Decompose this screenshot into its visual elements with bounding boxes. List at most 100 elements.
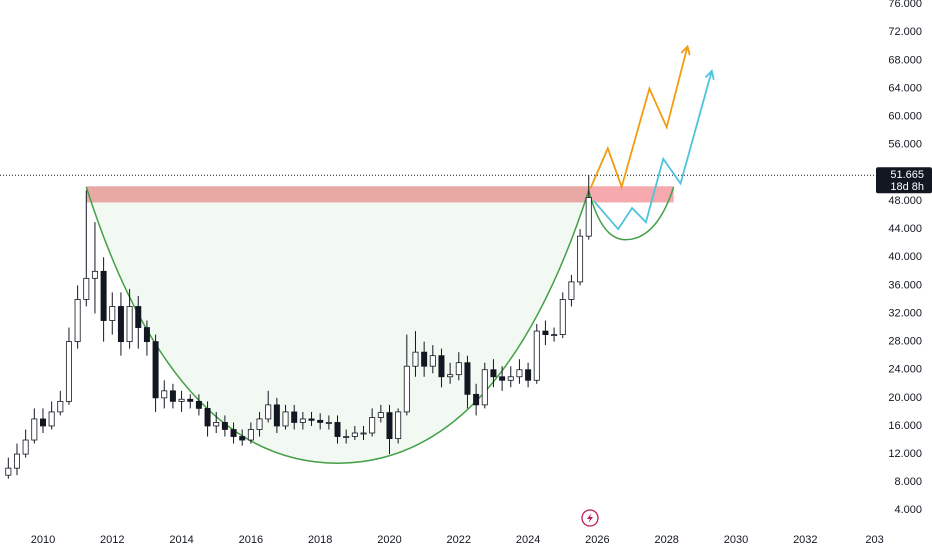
handle-curve (588, 186, 675, 241)
candle-body (386, 412, 393, 440)
candle-body (299, 418, 306, 423)
candle-body (369, 417, 376, 434)
x-tick-label: 2024 (516, 534, 540, 546)
arrowhead (680, 44, 691, 56)
candle-body (334, 422, 341, 437)
projection-path (593, 70, 713, 231)
x-tick-label: 2020 (377, 534, 401, 546)
candle-body (65, 341, 72, 402)
resistance-zone (86, 186, 674, 203)
candle-body (5, 467, 12, 476)
candle-body (429, 355, 436, 367)
candle-body (83, 277, 90, 300)
candle-body (13, 453, 20, 469)
candle-body (481, 369, 488, 406)
candle-body (247, 429, 254, 441)
y-tick-label: 8.000 (894, 476, 922, 488)
candle-body (239, 436, 246, 441)
candle-body (585, 197, 592, 237)
candle-body (152, 341, 159, 399)
x-tick-label: 2030 (724, 534, 748, 546)
candle-body (464, 362, 471, 395)
candle-body (282, 411, 289, 427)
candle-body (161, 390, 168, 399)
candle-body (516, 369, 523, 378)
candle-body (308, 418, 315, 421)
candle-body (377, 412, 384, 418)
price-label-box (876, 167, 932, 194)
candle-body (221, 422, 228, 430)
event-icon[interactable] (581, 509, 599, 527)
y-tick-label: 12.000 (888, 448, 922, 460)
y-tick-label: 28.000 (888, 336, 922, 348)
candle-body (525, 369, 532, 381)
candle-body (533, 330, 540, 381)
candle-body (343, 436, 350, 438)
candle-body (421, 351, 428, 367)
candle-body (74, 299, 81, 343)
candle-body (577, 235, 584, 283)
candle-body (325, 422, 332, 424)
x-tick-label: 203 (865, 534, 883, 546)
candle-body (31, 418, 38, 441)
axes: 4.000 8.000 12.000 16.000 20.000 24.000 28.000… (31, 0, 932, 546)
candle-body (490, 369, 497, 378)
candle-body (273, 404, 280, 427)
y-tick-label: 48.000 (888, 195, 922, 207)
x-tick-label: 2028 (654, 534, 678, 546)
plot-area (0, 44, 876, 479)
candle-body (39, 418, 46, 427)
candle-body (360, 432, 367, 435)
y-tick-label: 24.000 (888, 364, 922, 376)
arrowhead (704, 69, 715, 80)
y-tick-label: 36.000 (888, 279, 922, 291)
candle-body (412, 351, 419, 367)
x-tick-label: 2022 (447, 534, 471, 546)
candle-body (126, 306, 133, 343)
candle-body (135, 306, 142, 328)
candle-body (230, 429, 237, 437)
x-tick-label: 2016 (239, 534, 263, 546)
candle-body (455, 362, 462, 376)
y-tick-label: 60.000 (888, 111, 922, 123)
candle-body (559, 299, 566, 335)
candle-body (447, 374, 454, 378)
y-tick-label: 64.000 (888, 82, 922, 94)
candle-body (438, 355, 445, 378)
y-tick-label: 40.000 (888, 251, 922, 263)
x-tick-label: 2010 (31, 534, 55, 546)
candle-body (195, 400, 202, 409)
x-tick-label: 2018 (308, 534, 332, 546)
candle-body (178, 398, 185, 402)
candle-body (265, 404, 272, 420)
candle-body (109, 306, 116, 321)
candle-body (395, 411, 402, 440)
candle-body (256, 418, 263, 430)
candle-body (187, 398, 194, 402)
projection-path (589, 46, 689, 190)
last-price-label: 51.665 (890, 169, 924, 181)
candle-body (542, 330, 549, 335)
candle-body (568, 281, 575, 300)
candle-body (117, 306, 124, 343)
y-tick-label: 16.000 (888, 420, 922, 432)
candle-body (48, 411, 55, 427)
y-tick-label: 4.000 (894, 504, 922, 516)
candle-body (143, 327, 150, 343)
candle-body (91, 270, 98, 279)
x-tick-label: 2032 (793, 534, 817, 546)
candle-body (551, 334, 558, 336)
candle-body (473, 393, 480, 406)
candle-body (291, 411, 298, 423)
x-tick-label: 2012 (100, 534, 124, 546)
candle-body (213, 422, 220, 427)
y-tick-label: 32.000 (888, 307, 922, 319)
candle-body (169, 390, 176, 402)
cup-fill (86, 186, 589, 464)
candle-body (100, 270, 107, 321)
candle-body (57, 400, 64, 413)
y-tick-label: 68.000 (888, 54, 922, 66)
y-tick-label: 20.000 (888, 392, 922, 404)
y-tick-label: 44.000 (888, 223, 922, 235)
